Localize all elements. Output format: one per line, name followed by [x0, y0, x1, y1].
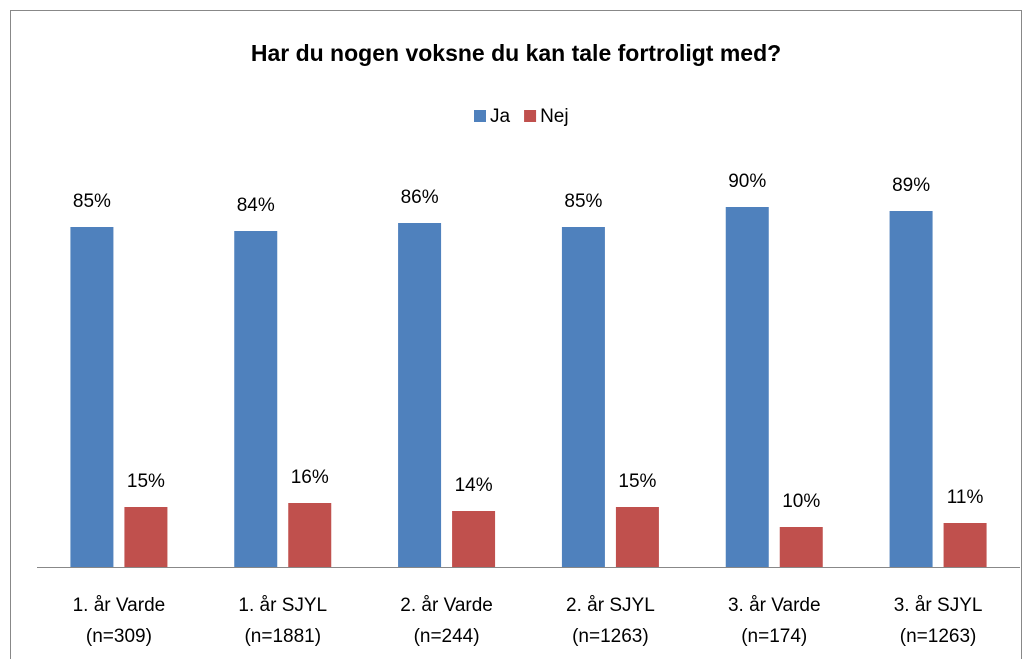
bar: [725, 207, 769, 567]
bar: [70, 227, 114, 567]
value-label: 15%: [618, 471, 656, 492]
value-label: 14%: [455, 475, 493, 496]
x-tick-label: 3. år SJYL: [894, 595, 983, 616]
value-label: 90%: [728, 171, 766, 192]
x-tick-label: (n=174): [741, 626, 807, 647]
value-label: 89%: [892, 175, 930, 196]
value-label: 85%: [73, 191, 111, 212]
bar: [234, 231, 278, 567]
legend-swatch: [524, 110, 537, 122]
legend-label: Nej: [540, 106, 569, 127]
bar: [889, 211, 933, 567]
x-tick-label: (n=1263): [900, 626, 977, 647]
value-label: 10%: [782, 491, 820, 512]
bar: [124, 507, 168, 567]
bar: [943, 523, 987, 567]
chart-title: Har du nogen voksne du kan tale fortroli…: [251, 40, 781, 66]
value-label: 11%: [947, 487, 984, 508]
x-tick-label: (n=1881): [244, 626, 321, 647]
bar: [561, 227, 605, 567]
legend-swatch: [474, 110, 486, 122]
x-tick-label: 2. år Varde: [400, 595, 493, 616]
x-tick-label: 2. år SJYL: [566, 595, 655, 616]
x-tick-label: (n=244): [414, 626, 480, 647]
x-tick-label: 3. år Varde: [728, 595, 821, 616]
value-label: 84%: [237, 195, 275, 216]
bar: [398, 223, 442, 567]
value-label: 15%: [127, 471, 165, 492]
value-label: 86%: [401, 187, 439, 208]
x-tick-label: 1. år Varde: [73, 595, 166, 616]
bar: [615, 507, 659, 567]
bar: [288, 503, 332, 567]
x-tick-label: (n=309): [86, 626, 152, 647]
chart-border: [10, 10, 1022, 659]
bar: [452, 511, 496, 567]
value-label: 85%: [564, 191, 602, 212]
x-tick-label: 1. år SJYL: [238, 595, 327, 616]
legend-label: Ja: [490, 106, 511, 127]
bar: [779, 527, 823, 567]
value-label: 16%: [291, 467, 329, 488]
x-tick-label: (n=1263): [572, 626, 649, 647]
